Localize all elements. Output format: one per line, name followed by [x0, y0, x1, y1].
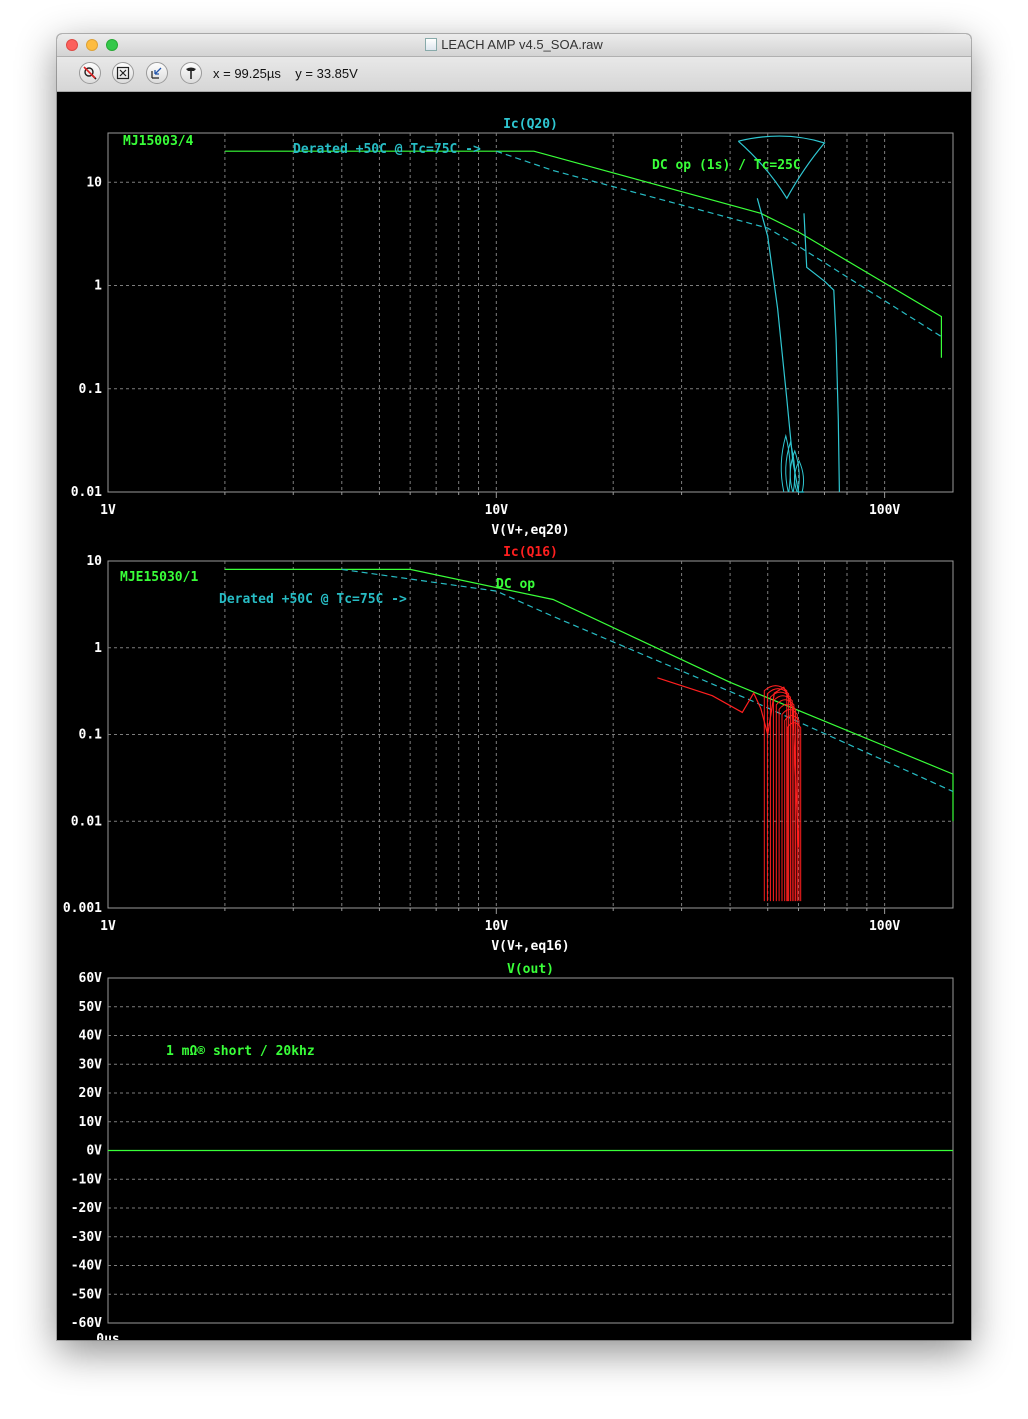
annotation: MJE15030/1 [120, 570, 198, 585]
x-tick-label: 100V [869, 503, 900, 518]
y-tick-label: 60V [79, 971, 103, 986]
window-title: LEACH AMP v4.5_SOA.raw [441, 37, 603, 52]
y-tick-label: -20V [71, 1201, 102, 1216]
trace-loop [763, 685, 788, 902]
annotation: Derated +50C @ Tc=75C -> [293, 142, 481, 157]
x-tick-label: 1V [100, 503, 116, 518]
minimize-button[interactable] [86, 39, 98, 51]
toolbar: x = 99.25µs y = 33.85V [57, 57, 971, 92]
trace-loop [778, 703, 797, 902]
y-tick-label: 30V [79, 1057, 103, 1072]
zoom-back-icon [151, 67, 162, 79]
trace-loop [772, 695, 793, 902]
trace-loop [781, 709, 798, 902]
close-button[interactable] [66, 39, 78, 51]
annotation: Derated +50C @ Tc=75C -> [219, 592, 407, 607]
trace-line [756, 198, 804, 493]
pin-button[interactable] [180, 62, 202, 84]
x-tick-label: 0µs [96, 1332, 119, 1340]
y-tick-label: 0.01 [71, 814, 102, 829]
y-tick-label: -30V [71, 1230, 102, 1245]
trace-label: Ic(Q16) [503, 545, 558, 560]
x-tick-label: 10V [485, 919, 509, 934]
y-tick-label: 1 [94, 641, 102, 656]
trace-loop [784, 715, 800, 902]
trace-loop [775, 699, 795, 902]
y-tick-label: 10 [86, 175, 102, 190]
trace-loop [766, 688, 790, 902]
trace-label: V(out) [507, 962, 554, 977]
y-tick-label: 40V [79, 1029, 103, 1044]
x-tick-label: 10V [485, 503, 509, 518]
zoom-full-icon [116, 66, 130, 80]
document-icon [425, 38, 438, 51]
soa-limit-line [224, 150, 943, 358]
y-tick-label: 10 [86, 554, 102, 569]
trace-line [803, 213, 840, 493]
y-tick-label: 10V [79, 1115, 103, 1130]
title-bar[interactable]: LEACH AMP v4.5_SOA.raw [57, 34, 971, 57]
trace-loop [789, 449, 800, 493]
y-tick-label: -50V [71, 1287, 102, 1302]
x-tick-label: 100V [869, 919, 900, 934]
cursor-readout: x = 99.25µs y = 33.85V [213, 66, 358, 81]
trace-loop [786, 722, 802, 902]
annotation: 1 mΩ® short / 20khz [166, 1044, 315, 1059]
annotation: MJ15003/4 [123, 134, 194, 149]
y-tick-label: 1 [94, 279, 102, 294]
annotation: DC op (1s) / Tc=25C [652, 158, 801, 173]
zoom-back-button[interactable] [146, 62, 168, 84]
y-tick-label: 0V [86, 1144, 102, 1159]
trace-label: Ic(Q20) [503, 117, 558, 132]
y-tick-label: 50V [79, 1000, 103, 1015]
zoom-full-button[interactable] [112, 62, 134, 84]
y-tick-label: 0.01 [71, 485, 102, 500]
derated-limit-line [496, 150, 942, 338]
y-tick-label: -60V [71, 1316, 102, 1331]
pin-icon [186, 67, 196, 79]
trace-loop [737, 135, 826, 200]
x-axis-label: V(V+,eq16) [491, 939, 569, 954]
y-tick-label: 0.1 [79, 728, 103, 743]
soa-limit-line [224, 568, 954, 822]
y-tick-label: -10V [71, 1172, 102, 1187]
plot-area[interactable]: Ic(Q20) 10 1 0.1 0.01 1V 10V 100V V(V+,eq20) Ic(Q… [57, 91, 971, 1340]
y-tick-label: -40V [71, 1259, 102, 1274]
zoom-cancel-icon [83, 66, 97, 80]
pane-frame [107, 132, 954, 493]
cursor-x: x = 99.25µs [213, 66, 281, 81]
x-axis-label: V(V+,eq20) [491, 523, 569, 538]
trace-loop [769, 691, 791, 902]
y-tick-label: 20V [79, 1086, 103, 1101]
zoom-cancel-button[interactable] [79, 62, 101, 84]
y-tick-label: 0.1 [79, 382, 103, 397]
derated-limit-line [341, 568, 954, 793]
trace-loop [794, 459, 805, 493]
zoom-button[interactable] [106, 39, 118, 51]
x-tick-label: 1V [100, 919, 116, 934]
cursor-y: y = 33.85V [295, 66, 358, 81]
waveform-window: LEACH AMP v4.5_SOA.raw [57, 34, 971, 1340]
y-tick-label: 0.001 [63, 901, 102, 916]
window-title-wrap: LEACH AMP v4.5_SOA.raw [57, 37, 971, 53]
annotation: DC op [496, 577, 535, 592]
